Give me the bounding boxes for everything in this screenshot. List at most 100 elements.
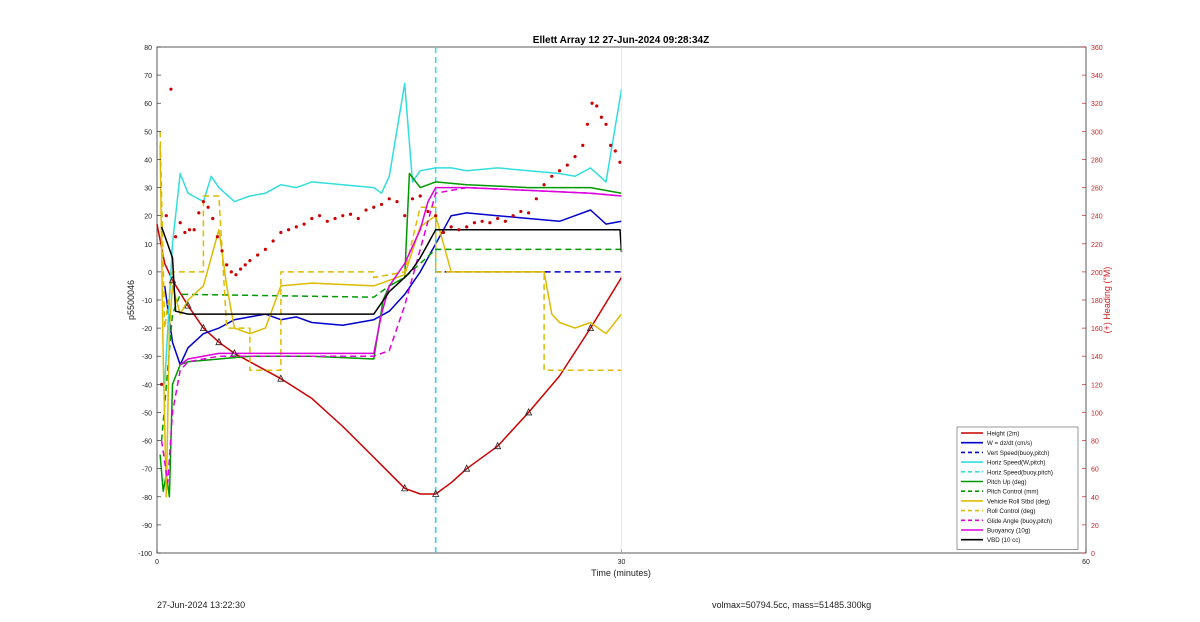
heading-point: [294, 225, 298, 229]
heading-point: [325, 219, 329, 223]
heading-point: [511, 214, 515, 218]
y2-tick-label: 220: [1091, 242, 1103, 249]
legend-label: Pitch Up (deg): [987, 479, 1027, 486]
y2-tick-label: 100: [1091, 410, 1103, 417]
height-marker: [184, 301, 192, 309]
heading-point: [472, 221, 477, 225]
legend-label: W = dz/dt (cm/s): [987, 440, 1032, 447]
heading-point: [410, 197, 415, 201]
heading-point: [356, 216, 360, 221]
y2-tick-label: 260: [1091, 186, 1103, 193]
y-tick-label: -30: [142, 354, 152, 361]
y2-tick-label: 320: [1091, 101, 1103, 108]
legend-label: Pitch Control (mm): [987, 489, 1039, 496]
heading-point: [263, 247, 267, 251]
heading-point: [595, 104, 599, 108]
y2-tick-label: 280: [1091, 157, 1103, 164]
heading-point: [183, 230, 187, 235]
heading-point: [426, 209, 430, 214]
heading-point: [201, 200, 206, 204]
heading-point: [287, 228, 291, 232]
y2-tick-label: 240: [1091, 214, 1103, 221]
heading-point: [220, 249, 224, 253]
heading-point: [248, 259, 252, 263]
y-tick-label: -70: [142, 467, 152, 474]
heading-point: [239, 267, 243, 271]
heading-point: [590, 101, 594, 105]
heading-point: [395, 200, 399, 204]
y2-tick-label: 300: [1091, 129, 1103, 136]
heading-point: [364, 208, 368, 212]
legend-label: Horiz Speed(buoy,pitch): [987, 469, 1053, 476]
height-marker: [230, 349, 239, 357]
y2-tick-label: 60: [1091, 467, 1099, 474]
y-tick-label: -90: [142, 523, 152, 530]
height-marker: [199, 323, 208, 332]
height-marker: [277, 374, 285, 382]
heading-point: [271, 239, 275, 243]
heading-point: [542, 183, 546, 187]
heading-point: [434, 214, 438, 218]
heading-point: [302, 222, 306, 226]
heading-point: [550, 174, 554, 178]
x-tick-label: 60: [1082, 559, 1090, 566]
heading-point: [565, 163, 569, 167]
heading-point: [519, 209, 523, 214]
heading-point: [480, 219, 484, 223]
heading-point: [573, 155, 577, 159]
heading-point: [557, 169, 562, 173]
y-tick-label: 50: [144, 129, 152, 136]
heading-point: [581, 143, 585, 147]
height-marker: [401, 483, 409, 492]
series-line-glide-angle-buoy-pitch: [160, 186, 622, 484]
heading-point: [211, 216, 215, 221]
series-line-w-dz-dt-cm-s: [163, 209, 622, 366]
legend-label: Glide Angle (buoy,pitch): [987, 518, 1052, 525]
y-tick-label: -100: [138, 551, 152, 558]
y-tick-label: -60: [142, 439, 152, 446]
heading-point: [488, 221, 492, 225]
y-tick-label: 40: [144, 157, 152, 164]
heading-point: [225, 263, 229, 267]
y2-tick-label: 40: [1091, 495, 1099, 502]
series-line-roll-control-deg: [159, 131, 622, 372]
heading-point: [279, 230, 283, 235]
heading-point: [348, 212, 353, 216]
legend-label: VBD (10 cc): [987, 537, 1020, 544]
y-tick-label: 70: [144, 73, 152, 80]
height-marker: [586, 323, 595, 332]
legend-label: Vehicle Roll Stbd (deg): [987, 498, 1050, 505]
y2-tick-label: 120: [1091, 382, 1103, 389]
heading-point: [618, 160, 622, 164]
legend-label: Buoyancy (10g): [987, 528, 1030, 535]
height-marker: [493, 441, 502, 450]
y-tick-label: 0: [148, 270, 152, 277]
y-tick-label: -40: [142, 382, 152, 389]
heading-point: [333, 216, 337, 221]
height-marker: [168, 275, 177, 284]
heading-point: [243, 263, 247, 267]
heading-point: [403, 214, 407, 218]
series-line-vbd-10-cc: [160, 226, 623, 315]
heading-point: [215, 235, 219, 239]
legend-label: Height (2m): [987, 431, 1019, 438]
heading-point: [169, 87, 173, 91]
footer-timestamp: 27-Jun-2024 13:22:30: [157, 600, 246, 610]
y-tick-label: 20: [144, 214, 152, 221]
heading-point: [317, 214, 322, 218]
height-marker: [463, 464, 471, 472]
heading-point: [192, 228, 196, 232]
y-tick-label: 30: [144, 186, 152, 193]
y2-tick-label: 180: [1091, 298, 1103, 305]
chart-title: Ellett Array 12 27-Jun-2024 09:28:34Z: [533, 35, 709, 46]
legend-label: Horiz Speed(W,pitch): [987, 460, 1045, 467]
heading-point: [496, 216, 500, 221]
legend-label: Vert Speed(buoy,pitch): [987, 450, 1049, 457]
heading-point: [457, 228, 461, 232]
heading-point: [178, 221, 182, 225]
heading-point: [599, 115, 603, 119]
footer-vehicle-info: volmax=50794.5cc, mass=51485.300kg: [712, 600, 872, 610]
y-tick-label: 60: [144, 101, 152, 108]
y-tick-label: -10: [142, 298, 152, 305]
heading-point: [387, 197, 391, 201]
